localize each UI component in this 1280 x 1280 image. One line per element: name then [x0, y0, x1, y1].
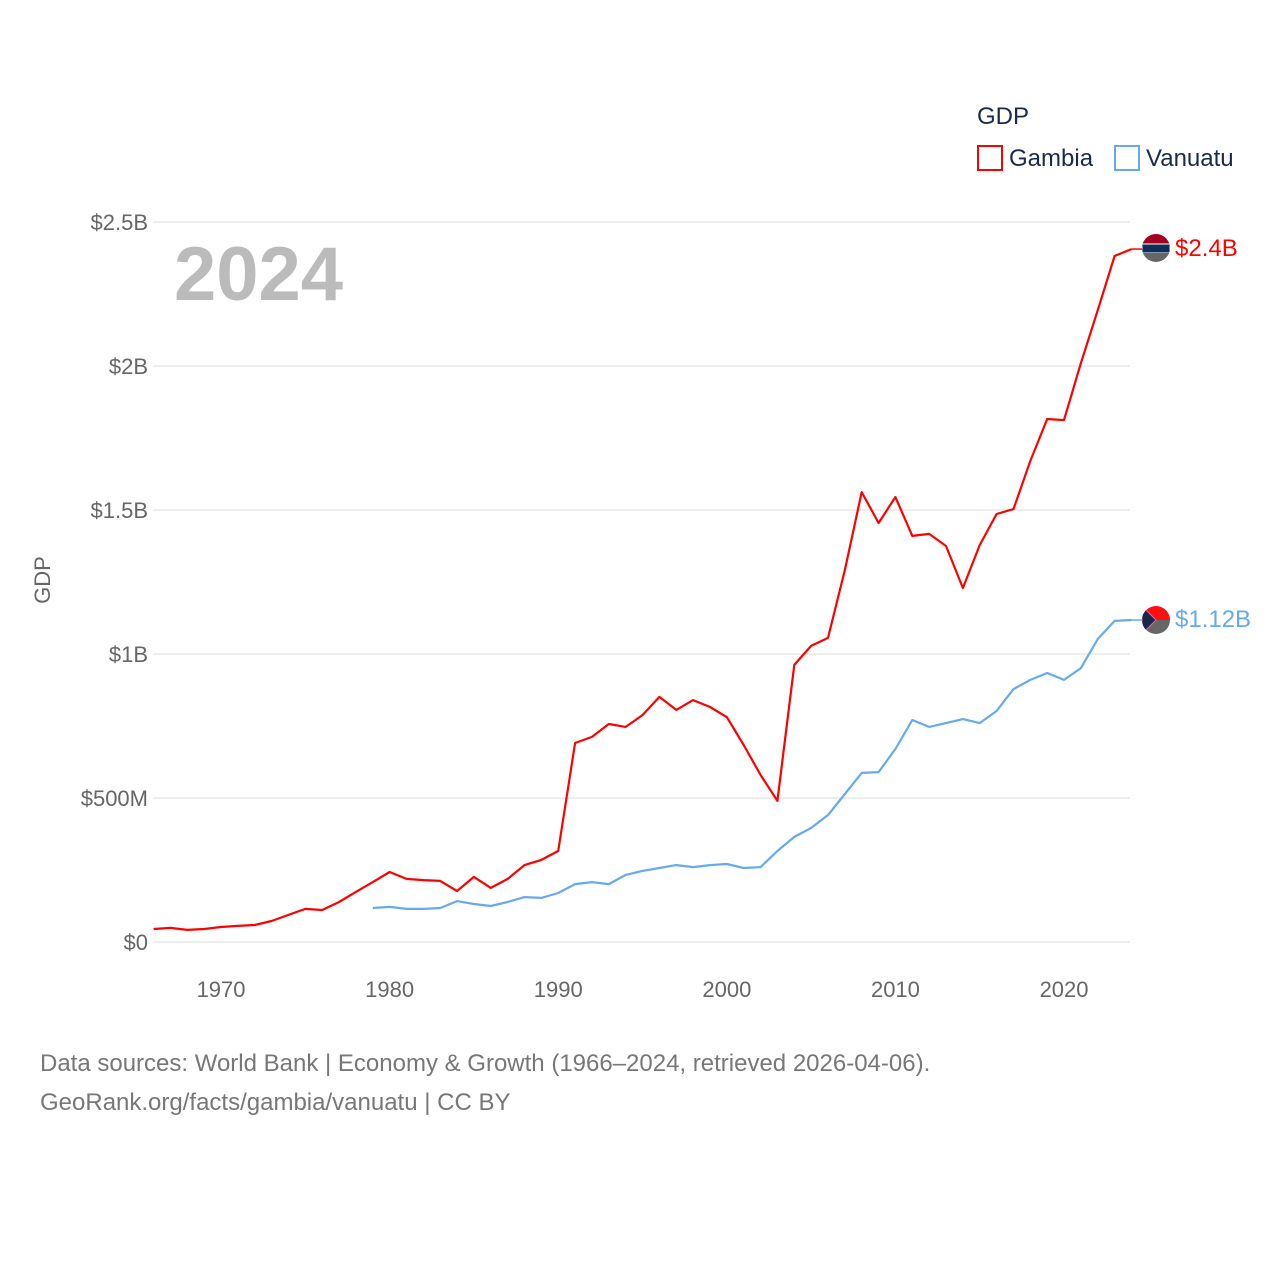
gambia-end-label: $2.4B	[1175, 235, 1238, 262]
series-line-vanuatu	[372, 618, 1132, 911]
year-watermark: 2024	[174, 232, 343, 317]
series-line-gambia	[153, 248, 1132, 932]
y-tick-label: $2.5B	[91, 210, 149, 235]
y-tick-label: $2B	[109, 354, 148, 379]
y-tick-label: $1B	[109, 642, 148, 667]
y-tick-label: $1.5B	[91, 498, 149, 523]
x-tick-label: 1970	[197, 977, 246, 1002]
gdp-line-chart: $0 $500M $1B $1.5B $2B $2.5B 1970 1980 1990 2000…	[30, 103, 1251, 1002]
series-lines	[153, 248, 1142, 932]
gambia-flag-icon	[1142, 234, 1170, 262]
x-axis-ticks: 1970 1980 1990 2000 2010 2020	[197, 977, 1089, 1002]
y-tick-label: $500M	[81, 786, 148, 811]
source-link[interactable]: GeoRank.org/facts/gambia/vanuatu | CC BY	[40, 1089, 511, 1116]
legend-swatch-gambia[interactable]	[977, 145, 1003, 171]
x-tick-label: 1990	[534, 977, 583, 1002]
vanuatu-flag-icon	[1142, 606, 1170, 634]
y-tick-label: $0	[124, 930, 148, 955]
x-tick-label: 2010	[871, 977, 920, 1002]
vanuatu-end-label: $1.12B	[1175, 606, 1251, 633]
source-note: Data sources: World Bank | Economy & Gro…	[40, 1050, 931, 1077]
x-tick-label: 2000	[702, 977, 751, 1002]
legend-label-vanuatu[interactable]: Vanuatu	[1146, 145, 1234, 172]
y-axis-ticks: $0 $500M $1B $1.5B $2B $2.5B	[81, 210, 148, 955]
x-tick-label: 2020	[1040, 977, 1089, 1002]
footer: Data sources: World Bank | Economy & Gro…	[40, 1044, 930, 1122]
legend-title: GDP	[977, 103, 1029, 130]
legend[interactable]: GDP Gambia Vanuatu	[977, 103, 1234, 172]
legend-swatch-vanuatu[interactable]	[1114, 145, 1140, 171]
y-axis-label: GDP	[30, 556, 55, 604]
x-tick-label: 1980	[365, 977, 414, 1002]
legend-label-gambia[interactable]: Gambia	[1009, 145, 1094, 172]
gridlines	[153, 221, 1130, 943]
